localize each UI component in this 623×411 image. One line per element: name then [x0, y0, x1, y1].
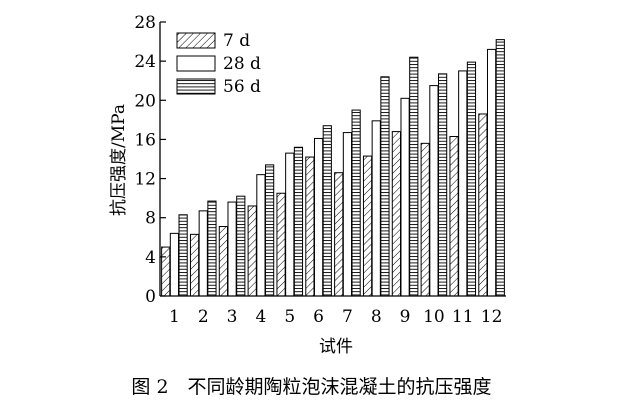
- bar-7d-specimen-11: [449, 135, 459, 297]
- bar-56d-specimen-5: [293, 146, 304, 297]
- bar-56d-specimen-8: [380, 76, 390, 297]
- y-tick-label: 12: [134, 170, 156, 190]
- x-tick-label: 1: [169, 307, 180, 327]
- legend-swatch-28d: [176, 55, 216, 72]
- bar-28d-specimen-8: [371, 120, 381, 297]
- bar-56d-specimen-6: [322, 125, 332, 297]
- bar-56d-specimen-9: [409, 56, 419, 297]
- y-tick-label: 28: [134, 13, 156, 33]
- bar-28d-specimen-10: [429, 85, 439, 297]
- bar-7d-specimen-9: [391, 131, 401, 297]
- bar-28d-specimen-1: [169, 232, 180, 297]
- x-tick-label: 4: [256, 307, 267, 327]
- bar-56d-specimen-2: [207, 200, 217, 297]
- x-tick-label: 8: [371, 307, 382, 327]
- legend-label: 28 d: [223, 54, 261, 74]
- x-tick-label: 9: [400, 307, 411, 327]
- bar-28d-specimen-2: [198, 210, 208, 297]
- bar-28d-specimen-9: [400, 97, 410, 297]
- bar-28d-specimen-4: [256, 174, 266, 297]
- y-tick-label: 20: [134, 91, 156, 111]
- bar-7d-specimen-2: [189, 233, 200, 297]
- bar-7d-specimen-12: [478, 113, 488, 297]
- x-tick-label: 7: [342, 307, 353, 327]
- bar-56d-specimen-7: [351, 109, 361, 297]
- legend-label: 7 d: [223, 31, 250, 51]
- bar-7d-specimen-10: [420, 142, 430, 297]
- bar-7d-specimen-4: [247, 205, 257, 297]
- bar-28d-specimen-5: [285, 152, 295, 297]
- x-tick-label: 6: [313, 307, 324, 327]
- bar-28d-specimen-3: [227, 201, 237, 297]
- bar-7d-specimen-1: [161, 246, 171, 297]
- bar-56d-specimen-1: [178, 214, 188, 297]
- figure-caption: 图 2 不同龄期陶粒泡沫混凝土的抗压强度: [131, 376, 492, 398]
- y-axis-label: 抗压强度/MPa: [109, 104, 129, 216]
- bar-56d-specimen-4: [265, 164, 275, 297]
- legend-label: 56 d: [223, 77, 261, 97]
- y-tick-label: 24: [134, 52, 156, 72]
- bar-28d-specimen-11: [458, 70, 468, 297]
- bar-56d-specimen-12: [495, 39, 505, 297]
- x-tick-label: 3: [227, 307, 238, 327]
- bar-7d-specimen-3: [218, 226, 228, 297]
- x-tick-label: 5: [284, 307, 295, 327]
- bar-7d-specimen-5: [276, 192, 286, 297]
- x-tick-label: 12: [481, 307, 503, 327]
- x-tick-label: 11: [452, 307, 474, 327]
- y-tick-label: 16: [134, 130, 156, 150]
- x-tick-label: 10: [423, 307, 445, 327]
- bar-56d-specimen-10: [438, 73, 448, 297]
- x-axis-label: 试件: [319, 337, 353, 357]
- bar-7d-specimen-7: [334, 172, 344, 297]
- bar-56d-specimen-11: [466, 61, 477, 297]
- y-tick-label: 8: [145, 209, 156, 229]
- y-tick-label: 4: [145, 248, 156, 268]
- bar-7d-specimen-6: [305, 156, 315, 297]
- bar-28d-specimen-7: [342, 132, 353, 297]
- legend-swatch-7d: [176, 32, 216, 49]
- bar-56d-specimen-3: [236, 195, 246, 297]
- legend-swatch-56d: [176, 78, 216, 95]
- x-tick-label: 2: [198, 307, 209, 327]
- bar-7d-specimen-8: [362, 155, 373, 297]
- bar-28d-specimen-12: [486, 48, 497, 297]
- bar-28d-specimen-6: [313, 137, 324, 297]
- y-tick-label: 0: [145, 287, 156, 307]
- legend: 7 d 28 d 56 d: [176, 31, 261, 97]
